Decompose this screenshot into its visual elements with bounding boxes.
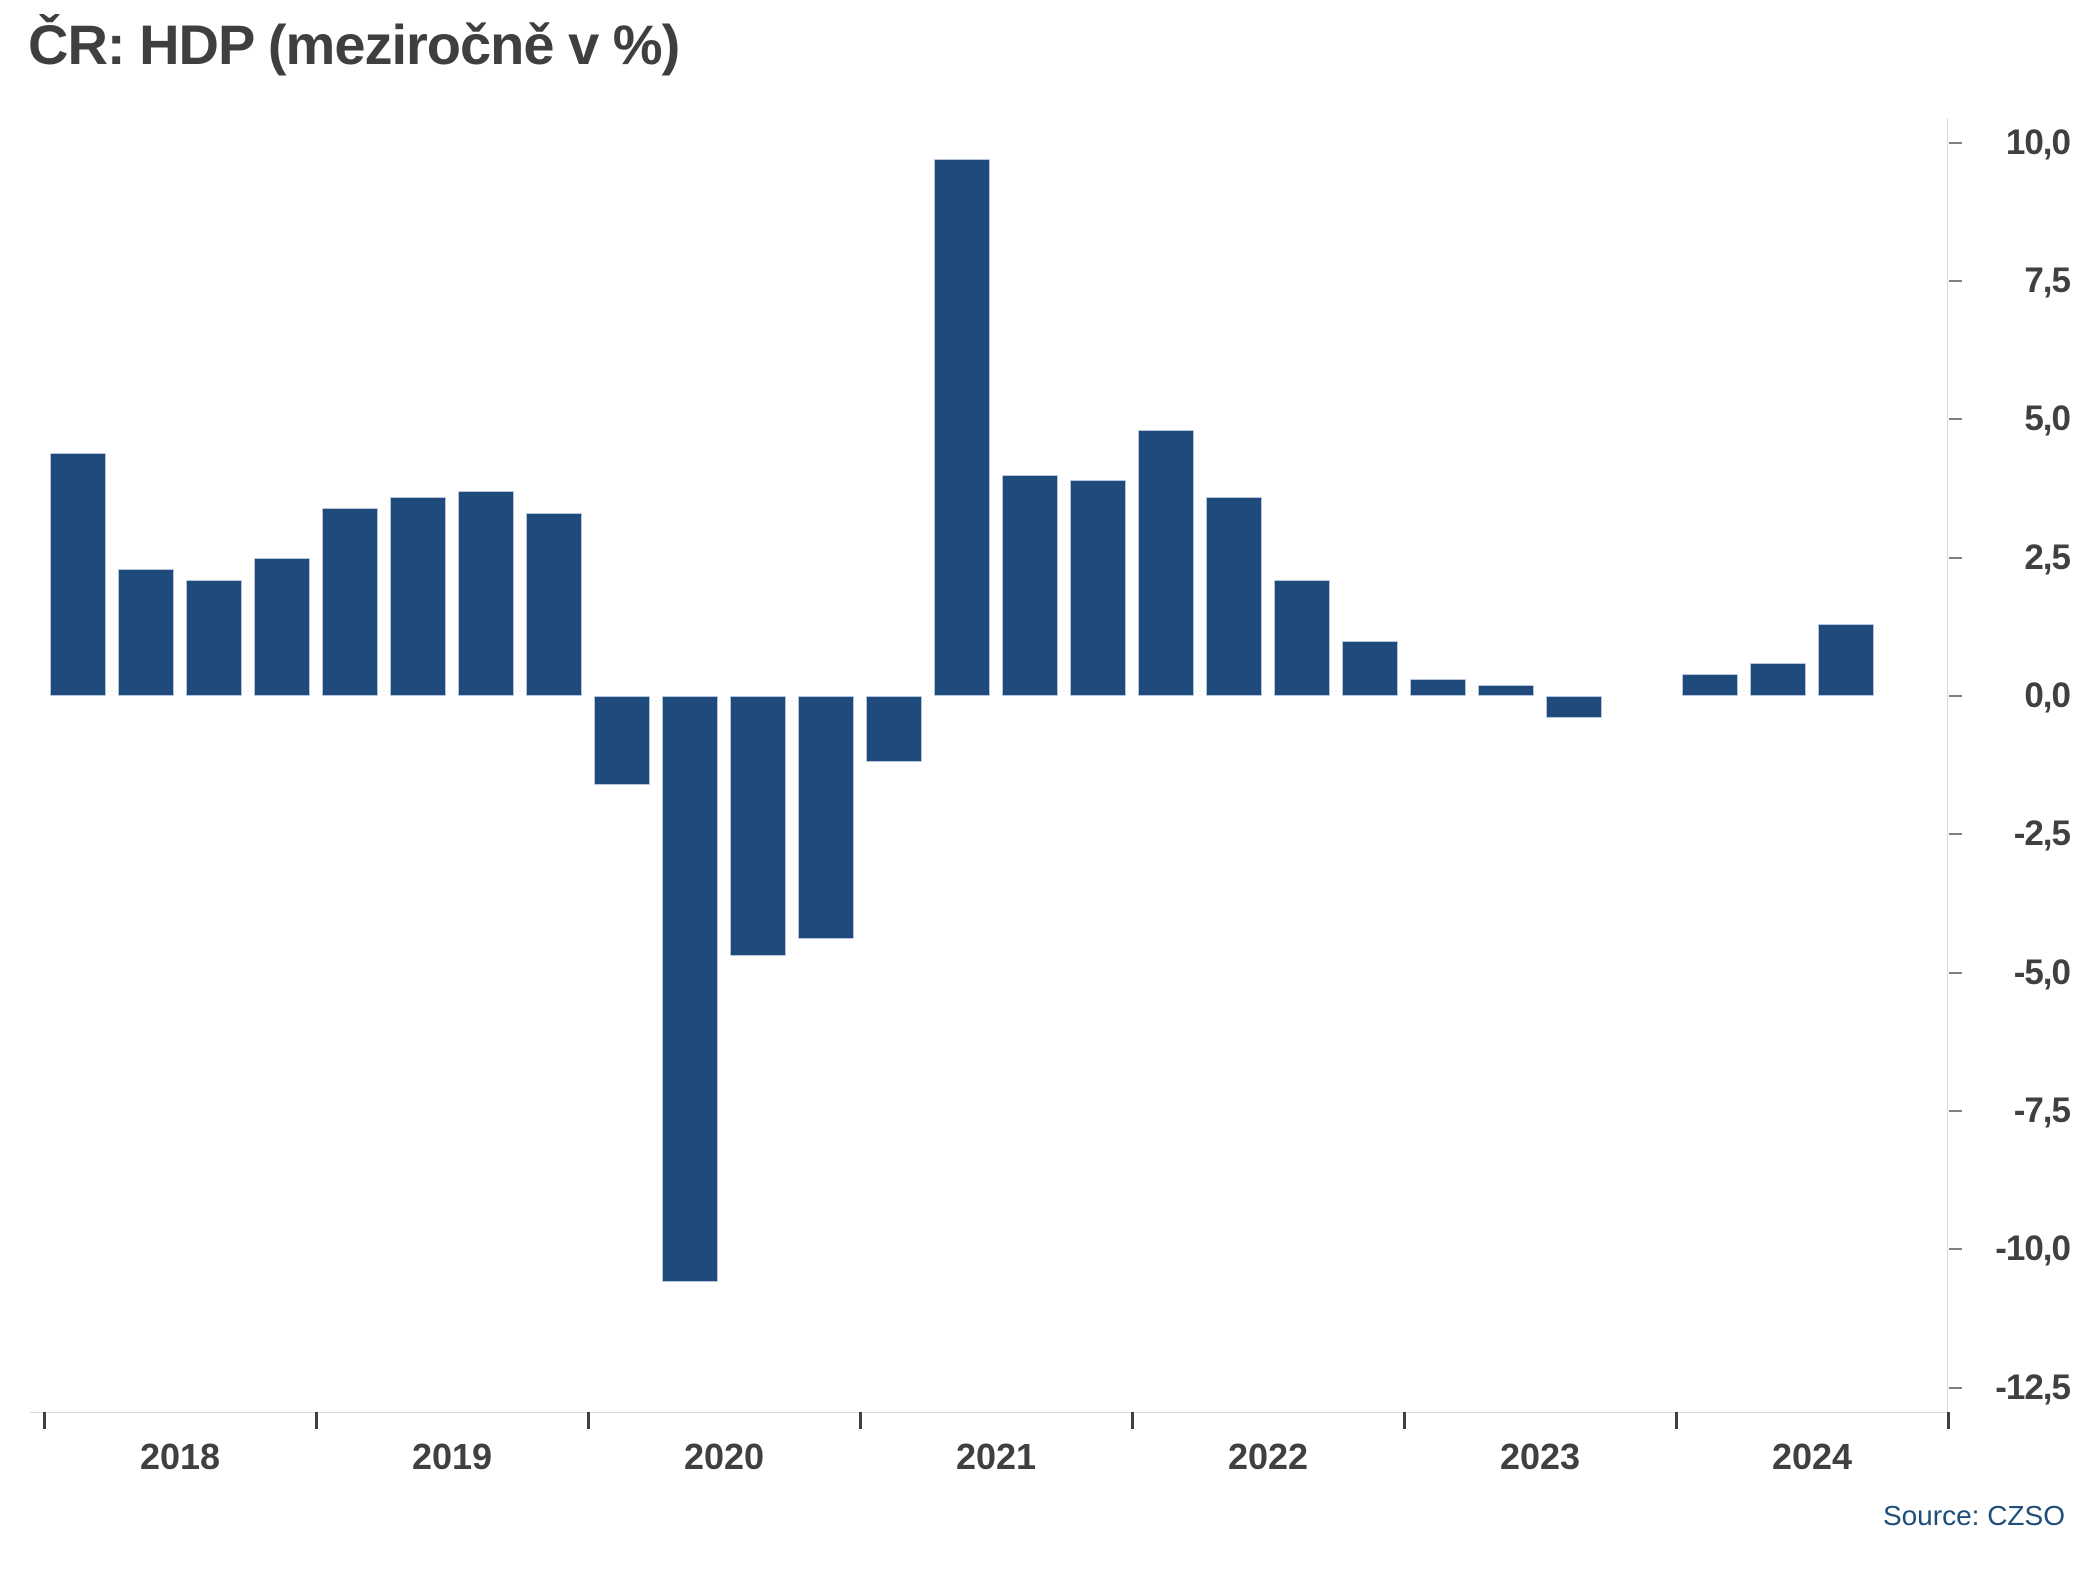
source-label: Source: CZSO <box>1882 1500 2065 1531</box>
bar-2021-q1 <box>866 696 922 763</box>
y-tick-label: -2,5 <box>2013 814 2071 854</box>
x-year-label: 2021 <box>955 1436 1037 1477</box>
x-axis-line <box>30 1412 1948 1413</box>
x-tick <box>1131 1412 1134 1429</box>
y-tick <box>1949 1386 1962 1389</box>
y-tick <box>1949 280 1962 283</box>
bar-2023-q1 <box>1410 679 1466 696</box>
y-tick <box>1949 556 1962 559</box>
bar-2022-q1 <box>1138 430 1194 696</box>
y-tick <box>1949 833 1962 836</box>
x-year-label: 2022 <box>1227 1436 1309 1477</box>
bar-2019-q2 <box>390 496 446 696</box>
bar-2019-q1 <box>322 507 378 696</box>
bar-2020-q3 <box>730 696 786 956</box>
y-tick-label: -12,5 <box>1995 1367 2071 1407</box>
bar-2022-q4 <box>1342 640 1398 696</box>
y-tick <box>1949 141 1962 144</box>
y-tick-label: 0,0 <box>2024 676 2071 715</box>
x-tick <box>1403 1412 1406 1429</box>
bar-2022-q3 <box>1274 579 1330 696</box>
bar-2021-q2 <box>934 159 990 696</box>
bar-2018-q3 <box>186 579 242 696</box>
y-tick <box>1949 1248 1962 1251</box>
x-year-label: 2018 <box>139 1436 221 1477</box>
y-tick-label: 10,0 <box>2005 122 2071 162</box>
y-tick <box>1949 1109 1962 1112</box>
bar-2019-q3 <box>458 491 514 696</box>
bar-2024-q3 <box>1818 624 1874 696</box>
bar-2023-q2 <box>1478 684 1534 696</box>
y-tick <box>1949 971 1962 974</box>
bar-2020-q2 <box>662 696 718 1283</box>
x-year-label: 2023 <box>1499 1436 1581 1477</box>
x-tick <box>587 1412 590 1429</box>
y-tick-label: -10,0 <box>1995 1229 2071 1269</box>
bar-2020-q4 <box>798 696 854 940</box>
y-tick-label: -5,0 <box>2013 952 2071 992</box>
x-tick <box>859 1412 862 1429</box>
x-tick <box>43 1412 46 1429</box>
bar-2024-q1 <box>1682 673 1738 696</box>
x-tick <box>1947 1412 1950 1429</box>
bar-2020-q1 <box>594 696 650 785</box>
bar-2023-q3 <box>1546 696 1602 719</box>
bar-2022-q2 <box>1206 496 1262 696</box>
bar-2024-q2 <box>1750 662 1806 696</box>
y-axis-line <box>1947 118 1948 1412</box>
y-tick-label: 7,5 <box>2024 261 2071 301</box>
x-tick <box>315 1412 318 1429</box>
x-year-label: 2024 <box>1771 1436 1853 1477</box>
bar-2021-q4 <box>1070 480 1126 696</box>
bar-2021-q3 <box>1002 474 1058 696</box>
bar-2018-q1 <box>50 452 106 696</box>
y-tick-label: -7,5 <box>2013 1090 2071 1130</box>
x-year-label: 2019 <box>411 1436 493 1477</box>
x-year-label: 2020 <box>683 1436 765 1477</box>
page-title: ČR: HDP (meziročně v %) <box>28 13 680 76</box>
bar-2018-q2 <box>118 568 174 696</box>
y-tick <box>1949 418 1962 421</box>
bar-2019-q4 <box>526 513 582 696</box>
y-tick <box>1949 695 1962 697</box>
bar-2018-q4 <box>254 557 310 696</box>
x-tick <box>1675 1412 1678 1429</box>
y-tick-label: 2,5 <box>2024 537 2071 577</box>
y-tick-label: 5,0 <box>2024 399 2071 439</box>
